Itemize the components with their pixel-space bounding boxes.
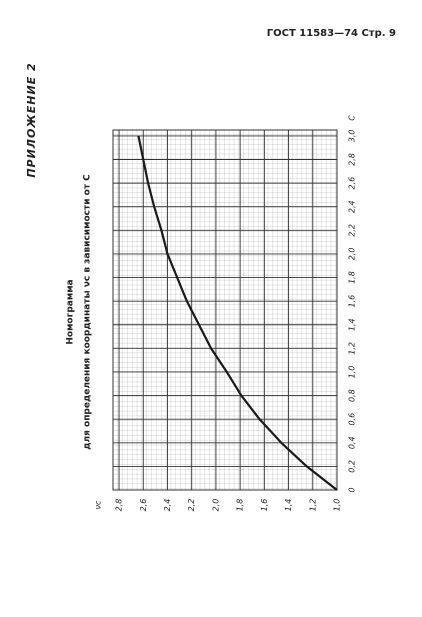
x-tick-label: 0,8 — [348, 389, 357, 402]
y-tick-label: 1,0 — [333, 499, 342, 512]
y-tick-label: 1,4 — [284, 499, 293, 512]
x-tick-label: 1,8 — [348, 271, 357, 284]
y-tick-label: 2,4 — [163, 499, 172, 512]
y-tick-label: 2,6 — [139, 499, 148, 512]
x-tick-label: 1,0 — [348, 366, 357, 379]
x-tick-label: 1,6 — [348, 295, 357, 308]
header: ГОСТ 11583—74 Стр. 9 — [267, 28, 396, 39]
x-tick-label: 0,6 — [348, 413, 357, 426]
x-tick-label: 2,6 — [348, 177, 357, 190]
x-tick-label: 0 — [348, 487, 357, 492]
curve — [137, 135, 338, 491]
y-tick-label: 1,6 — [260, 499, 269, 512]
x-tick-label: 0,2 — [348, 460, 357, 473]
y-tick-label: 1,8 — [236, 499, 245, 512]
appendix: ПРИЛОЖЕНИЕ 2 — [25, 62, 38, 177]
x-tick-label: 1,4 — [348, 318, 357, 331]
y-tick-label: 2,8 — [115, 499, 124, 512]
y-tick-label: 1,2 — [308, 499, 317, 512]
x-tick-label: 2,2 — [348, 224, 357, 237]
x-tick-label: 2,8 — [348, 153, 357, 166]
chart-subtitle: для определения координаты νc в зависимо… — [83, 174, 93, 450]
y-axis-label: νc — [94, 500, 103, 509]
x-axis-label: C — [348, 115, 357, 121]
y-tick-label: 2,2 — [187, 499, 196, 512]
y-tick-label: 2,0 — [211, 499, 220, 512]
plot-area — [112, 129, 338, 491]
x-tick-label: 2,4 — [348, 200, 357, 213]
chart-title: Номограмма — [66, 279, 76, 344]
x-tick-label: 1,2 — [348, 342, 357, 355]
x-tick-label: 2,0 — [348, 248, 357, 261]
x-tick-label: 3,0 — [348, 130, 357, 143]
x-tick-label: 0,4 — [348, 436, 357, 449]
